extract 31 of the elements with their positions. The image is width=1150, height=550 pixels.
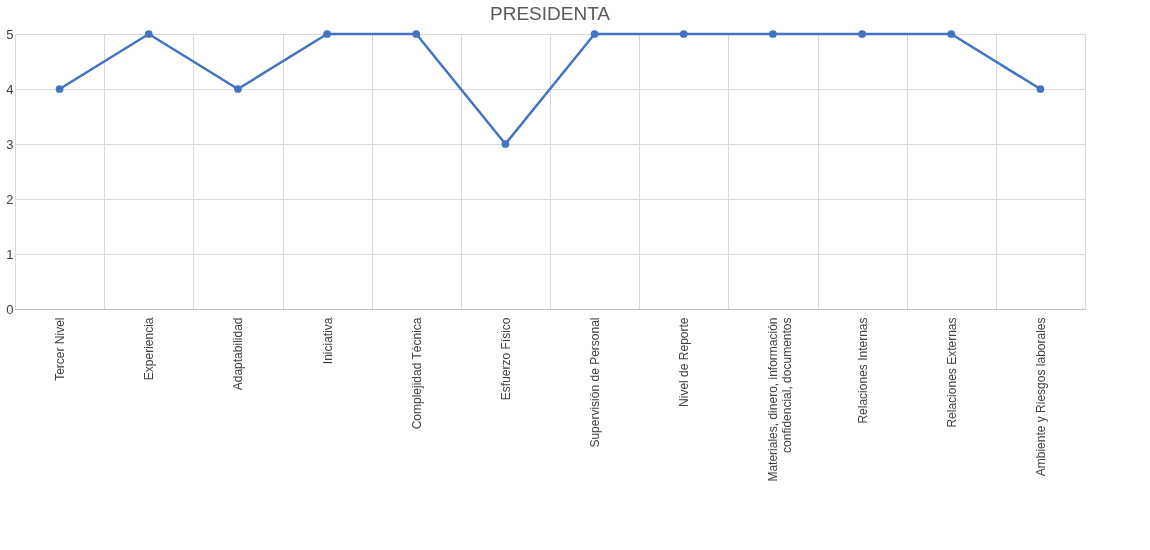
point — [590, 30, 599, 38]
point — [144, 30, 153, 38]
point — [769, 30, 777, 38]
point — [1036, 85, 1045, 93]
x-tick-label: Adaptabilidad — [231, 317, 246, 391]
x-tick-label: Relaciones Externas — [944, 317, 959, 428]
x-tick-label: Ambiente y Riesgos laborales — [1033, 317, 1048, 477]
point — [679, 30, 688, 38]
point — [858, 30, 866, 38]
x-tick-label: Experiencia — [142, 317, 157, 381]
y-tick-label: 4 — [6, 81, 14, 97]
x-tick-label: Esfuerzo Físico — [498, 317, 513, 401]
point — [323, 30, 331, 38]
x-tick-label: Nivel de Reporte — [677, 317, 692, 407]
y-tick-label: 2 — [6, 191, 14, 207]
point — [234, 85, 242, 93]
y-tick-label: 0 — [6, 301, 14, 317]
point — [947, 30, 956, 38]
x-tick-label: Complejidad Técnica — [409, 317, 424, 430]
point — [501, 140, 510, 148]
x-tick-label: Supervisión de Personal — [588, 317, 603, 448]
chart-title: PRESIDENTA — [489, 3, 611, 24]
x-tick-label: Relaciones Internas — [855, 317, 870, 424]
y-tick-label: 3 — [6, 136, 14, 152]
point — [412, 30, 421, 38]
x-tick-label: Materiales, dinero, información confidencial, documentos — [766, 317, 795, 482]
x-tick-label: Iniciativa — [320, 317, 335, 365]
y-tick-label: 5 — [6, 26, 14, 42]
y-tick-label: 1 — [6, 246, 14, 262]
x-tick-label: Tercer Nivel — [53, 317, 68, 381]
point — [55, 85, 64, 93]
